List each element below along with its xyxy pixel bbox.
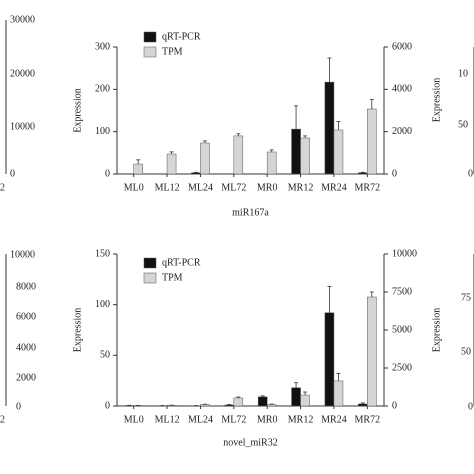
y2-tick-label: 7500: [392, 286, 412, 297]
fragment-axis-label: Expression: [431, 308, 442, 352]
fragment-label: 6000: [16, 311, 36, 322]
bar: [300, 137, 310, 175]
x-tick-label: ML72: [221, 414, 246, 425]
fragment-label: 4000: [16, 342, 36, 353]
x-tick-label: MR12: [288, 414, 314, 425]
fragment-label: 2: [0, 182, 5, 193]
bar: [200, 142, 210, 175]
fragment-label: 10000: [10, 249, 35, 260]
bar: [367, 108, 377, 175]
x-tick-label: ML12: [155, 182, 180, 193]
x-tick-label: MR0: [257, 414, 278, 425]
fragment-label: 30000: [10, 14, 35, 25]
legend-swatch: [143, 272, 157, 284]
fragment-label: 8000: [16, 281, 36, 292]
y2-tick-label: 0: [392, 168, 397, 179]
x-tick-label: ML72: [221, 182, 246, 193]
bar: [358, 172, 368, 175]
bar: [266, 151, 277, 175]
bar: [324, 81, 335, 175]
fragment-label: 50: [461, 346, 471, 357]
fragment-label: 10000: [10, 121, 35, 132]
legend-swatch: [143, 257, 157, 269]
y-axis-label: Expression: [72, 88, 83, 132]
legend-swatch: [143, 46, 157, 58]
legend-label: qRT-PCR: [162, 257, 201, 268]
legend-label: TPM: [162, 46, 183, 57]
y2-tick-label: 10000: [392, 248, 417, 259]
y-tick-label: 200: [95, 84, 110, 95]
fragment-axis-label: Expression: [431, 78, 442, 122]
x-tick-label: MR72: [355, 182, 381, 193]
y-tick-label: 100: [95, 126, 110, 137]
bar: [266, 404, 277, 407]
x-tick-label: ML24: [188, 182, 213, 193]
y2-tick-label: 5000: [392, 324, 412, 335]
fragment-label: 10: [458, 68, 468, 79]
y-tick-label: 300: [95, 41, 110, 52]
y-tick-label: 100: [95, 299, 110, 310]
bar: [367, 296, 377, 407]
fragment-label: 50: [458, 119, 468, 130]
bar: [191, 172, 201, 175]
x-tick-label: MR24: [321, 414, 347, 425]
fragment-label: 0: [468, 168, 473, 179]
legend-label: qRT-PCR: [162, 31, 201, 42]
fragment-label: 0: [10, 168, 15, 179]
bar: [333, 380, 344, 407]
y-tick-label: 150: [95, 248, 110, 259]
bar: [257, 396, 268, 407]
bar: [333, 129, 344, 175]
bar: [133, 163, 143, 175]
bar: [233, 135, 244, 175]
x-tick-label: MR72: [355, 414, 381, 425]
y2-tick-label: 4000: [392, 84, 412, 95]
x-tick-label: ML12: [155, 414, 180, 425]
y2-tick-label: 2000: [392, 126, 412, 137]
y-tick-label: 0: [105, 168, 110, 179]
legend-swatch: [143, 31, 157, 43]
x-tick-label: ML24: [188, 414, 213, 425]
bar: [200, 404, 210, 407]
y-axis-label: Expression: [72, 308, 83, 352]
bar: [166, 153, 177, 175]
x-tick-label: MR24: [321, 182, 347, 193]
bar: [291, 128, 301, 175]
y-tick-label: 0: [105, 400, 110, 411]
bar: [300, 394, 310, 407]
y2-tick-label: 0: [392, 400, 397, 411]
y2-tick-label: 6000: [392, 41, 412, 52]
fragment-label: 0: [16, 401, 21, 412]
fragment-label: 2000: [16, 372, 36, 383]
fragment-label: 20000: [10, 68, 35, 79]
bar: [291, 387, 301, 407]
x-tick-label: MR0: [257, 182, 278, 193]
x-tick-label: ML0: [124, 182, 144, 193]
bar: [233, 397, 244, 407]
fragment-label: 0: [468, 401, 473, 412]
x-tick-label: ML0: [124, 414, 144, 425]
bar: [358, 403, 368, 407]
y-tick-label: 50: [100, 350, 110, 361]
bar: [324, 312, 335, 407]
fragment-label: 75: [461, 292, 471, 303]
chart-title: miR167a: [232, 207, 269, 218]
fragment-label: 2: [0, 414, 5, 425]
y2-tick-label: 2500: [392, 362, 412, 373]
chart-title: novel_miR32: [223, 437, 277, 448]
bar: [224, 404, 235, 407]
x-tick-label: MR12: [288, 182, 314, 193]
legend-label: TPM: [162, 272, 183, 283]
